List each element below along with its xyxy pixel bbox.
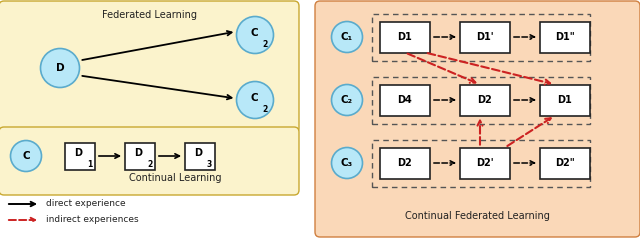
- Text: Continual Learning: Continual Learning: [129, 173, 221, 183]
- Circle shape: [332, 84, 362, 115]
- Text: 2: 2: [147, 160, 152, 169]
- Circle shape: [40, 48, 79, 88]
- Circle shape: [237, 17, 273, 54]
- Bar: [540, 84, 590, 115]
- FancyBboxPatch shape: [0, 127, 299, 195]
- Circle shape: [332, 148, 362, 179]
- Text: D1": D1": [555, 32, 575, 42]
- FancyBboxPatch shape: [315, 1, 640, 237]
- Text: D: D: [134, 149, 142, 158]
- Text: D1: D1: [397, 32, 412, 42]
- Bar: [460, 148, 510, 179]
- Bar: [460, 22, 510, 53]
- FancyBboxPatch shape: [0, 1, 299, 133]
- Text: C: C: [22, 151, 30, 161]
- Text: D2: D2: [397, 158, 412, 168]
- Bar: [185, 143, 215, 169]
- Text: Continual Federated Learning: Continual Federated Learning: [405, 211, 550, 221]
- Text: D1': D1': [476, 32, 494, 42]
- Text: 1: 1: [87, 160, 92, 169]
- Bar: [372, 77, 590, 124]
- Text: D2: D2: [477, 95, 492, 105]
- Text: Federated Learning: Federated Learning: [102, 10, 198, 20]
- Text: C: C: [250, 93, 258, 103]
- Text: 2: 2: [262, 40, 268, 49]
- Bar: [380, 84, 430, 115]
- Bar: [380, 22, 430, 53]
- Bar: [460, 84, 510, 115]
- Text: D: D: [74, 149, 82, 158]
- Bar: [540, 148, 590, 179]
- Bar: [125, 143, 155, 169]
- Text: C₁: C₁: [341, 32, 353, 42]
- Text: 2: 2: [262, 105, 268, 114]
- Text: C₃: C₃: [341, 158, 353, 168]
- Text: D: D: [194, 149, 202, 158]
- Text: D4: D4: [397, 95, 412, 105]
- Text: D2": D2": [555, 158, 575, 168]
- Bar: [372, 13, 590, 60]
- Text: D1: D1: [557, 95, 572, 105]
- Bar: [65, 143, 95, 169]
- Bar: [540, 22, 590, 53]
- Text: direct experience: direct experience: [46, 199, 125, 209]
- Text: 3: 3: [207, 160, 212, 169]
- Bar: [380, 148, 430, 179]
- Text: C: C: [250, 28, 258, 38]
- Text: D: D: [56, 63, 64, 73]
- Text: C₂: C₂: [341, 95, 353, 105]
- Circle shape: [332, 22, 362, 53]
- Text: D2': D2': [476, 158, 494, 168]
- Text: indirect experiences: indirect experiences: [46, 216, 139, 224]
- Circle shape: [10, 140, 42, 172]
- Bar: [372, 139, 590, 186]
- Circle shape: [237, 82, 273, 119]
